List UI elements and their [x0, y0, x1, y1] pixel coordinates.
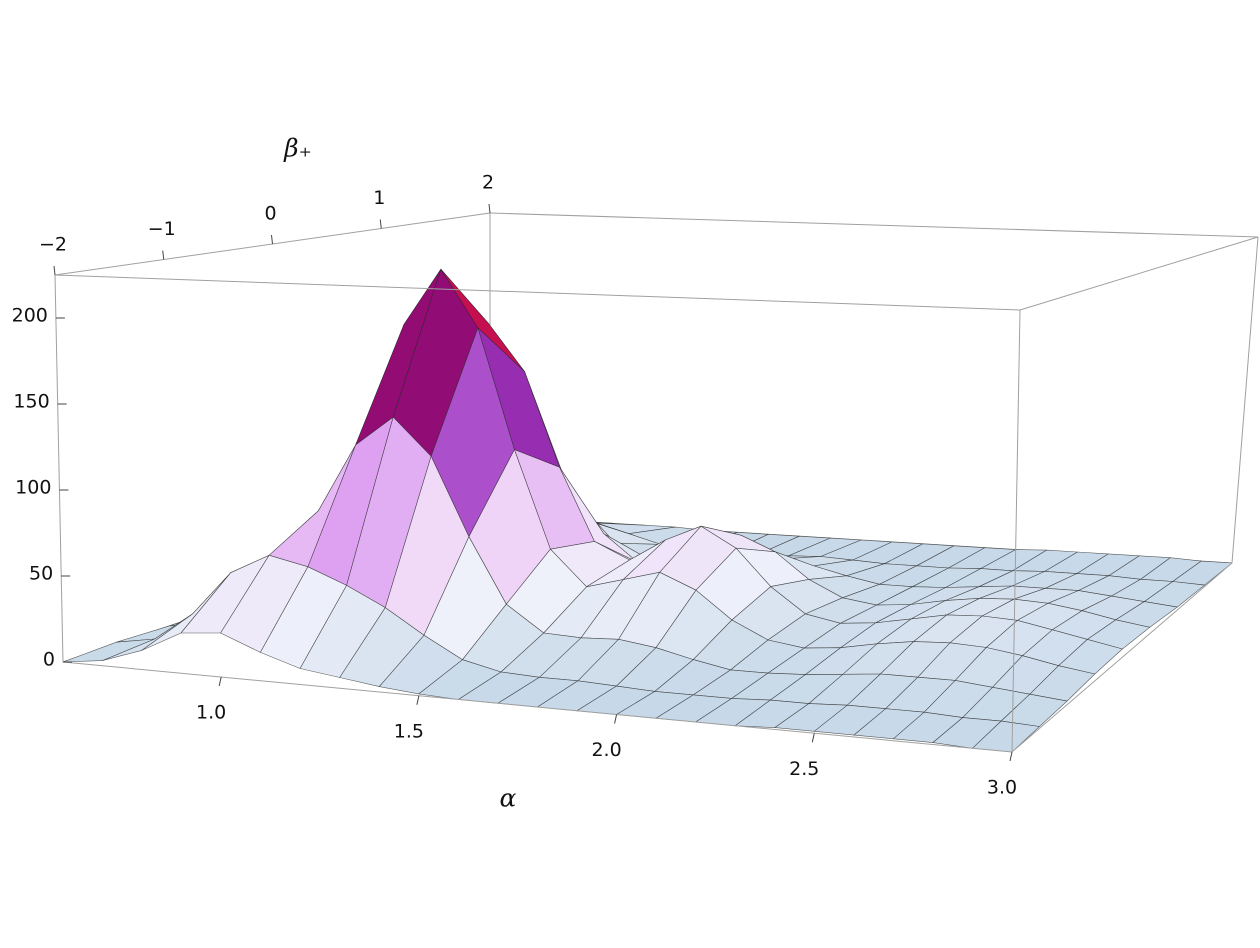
x-tick	[811, 733, 815, 743]
y-tick-label: 1	[373, 187, 385, 209]
x-tick-label: 3.0	[987, 777, 1017, 799]
box-edge	[54, 274, 64, 663]
y-tick-label: 0	[264, 203, 276, 225]
y-tick-label: −2	[39, 234, 67, 256]
y-axis-label: β₊	[283, 134, 312, 163]
x-tick-label: 1.0	[196, 702, 226, 724]
x-tick	[614, 714, 618, 724]
x-tick	[1009, 751, 1013, 762]
z-tick-label: 0	[43, 649, 55, 671]
x-tick	[218, 676, 222, 687]
y-tick	[379, 219, 382, 229]
z-tick-label: 100	[15, 477, 51, 499]
x-tick-label: 2.0	[591, 739, 621, 761]
box-edge	[1231, 236, 1259, 564]
box-edge	[1011, 562, 1233, 753]
z-tick-label: 50	[29, 563, 53, 585]
y-tick	[53, 265, 56, 276]
box-edge	[1019, 236, 1259, 311]
y-tick	[271, 234, 273, 245]
x-tick-label: 1.5	[394, 720, 424, 742]
z-tick-label: 200	[12, 305, 48, 327]
y-tick	[488, 203, 491, 214]
x-tick	[416, 695, 420, 705]
x-axis-label: α	[500, 784, 517, 813]
box-edge	[1011, 309, 1021, 753]
box-edge	[489, 212, 1259, 238]
box-edge	[54, 274, 1021, 311]
y-tick-label: 2	[482, 172, 494, 194]
x-tick-label: 2.5	[789, 758, 819, 780]
y-tick-label: −1	[148, 218, 176, 240]
y-tick	[162, 250, 165, 260]
z-tick-label: 150	[13, 391, 49, 413]
